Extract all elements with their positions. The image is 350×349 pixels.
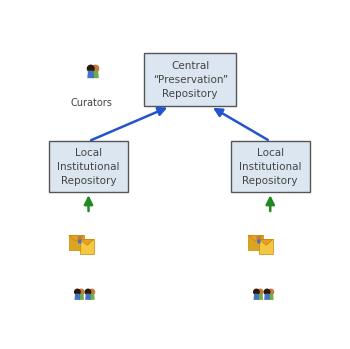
- Circle shape: [78, 289, 84, 295]
- Polygon shape: [89, 294, 95, 300]
- Circle shape: [75, 289, 80, 295]
- FancyBboxPatch shape: [231, 141, 309, 192]
- FancyBboxPatch shape: [69, 235, 84, 250]
- Circle shape: [78, 237, 82, 240]
- Polygon shape: [257, 294, 263, 300]
- Polygon shape: [92, 70, 99, 78]
- FancyBboxPatch shape: [259, 239, 273, 254]
- Polygon shape: [78, 239, 82, 244]
- Text: Curators: Curators: [70, 98, 112, 108]
- Circle shape: [264, 289, 270, 295]
- Circle shape: [257, 237, 261, 240]
- Circle shape: [268, 289, 274, 295]
- Polygon shape: [85, 294, 91, 300]
- FancyBboxPatch shape: [49, 141, 128, 192]
- Polygon shape: [268, 294, 274, 300]
- Circle shape: [92, 65, 99, 72]
- FancyBboxPatch shape: [80, 239, 94, 254]
- FancyBboxPatch shape: [248, 235, 263, 250]
- Polygon shape: [75, 294, 80, 300]
- Text: Local
Institutional
Repository: Local Institutional Repository: [239, 148, 301, 186]
- Polygon shape: [69, 235, 84, 241]
- Circle shape: [88, 65, 94, 72]
- Polygon shape: [257, 239, 261, 244]
- Circle shape: [258, 289, 263, 295]
- Polygon shape: [80, 239, 94, 245]
- Polygon shape: [259, 239, 273, 245]
- Polygon shape: [87, 70, 94, 78]
- Circle shape: [89, 289, 94, 295]
- Polygon shape: [78, 294, 84, 300]
- Circle shape: [254, 289, 259, 295]
- Text: Local
Institutional
Repository: Local Institutional Repository: [57, 148, 120, 186]
- Polygon shape: [264, 294, 270, 300]
- Circle shape: [85, 289, 91, 295]
- Polygon shape: [253, 294, 259, 300]
- FancyBboxPatch shape: [144, 53, 236, 106]
- Text: Central
“Preservation”
Repository: Central “Preservation” Repository: [153, 60, 228, 98]
- Polygon shape: [248, 235, 263, 241]
